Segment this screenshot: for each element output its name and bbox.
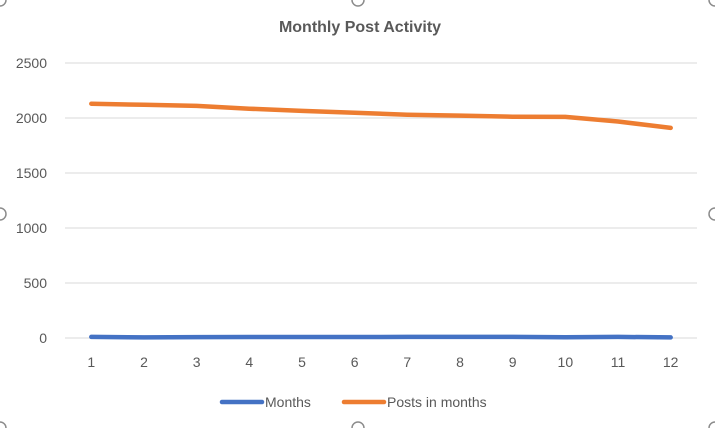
x-tick-label: 1 [87,354,95,370]
y-tick-label: 1500 [16,165,47,181]
resize-handle[interactable] [0,207,7,221]
resize-handle[interactable] [0,421,7,433]
x-tick-label: 12 [663,354,679,370]
series-line-0[interactable] [89,334,673,340]
y-tick-label: 2000 [16,110,47,126]
x-tick-label: 4 [245,354,253,370]
x-tick-label: 5 [298,354,306,370]
y-tick-label: 1000 [16,220,47,236]
x-tick-label: 10 [558,354,574,370]
resize-handle[interactable] [708,207,715,221]
resize-handle[interactable] [708,421,715,433]
x-axis-ticks: 1 2 3 4 5 6 7 8 9 10 11 12 [87,354,678,370]
legend-label: Months [265,394,311,410]
x-tick-label: 3 [193,354,201,370]
y-tick-label: 500 [24,275,48,291]
resize-handle[interactable] [351,421,365,433]
x-tick-label: 11 [611,354,626,370]
resize-handle[interactable] [0,0,7,7]
series-lines [89,101,673,340]
legend: Months Posts in months [219,394,487,410]
resize-handle[interactable] [708,0,715,7]
x-tick-label: 2 [140,354,148,370]
x-tick-label: 7 [403,354,411,370]
chart-title: Monthly Post Activity [279,19,441,36]
series-line-1[interactable] [89,101,673,131]
y-axis-ticks: 0 500 1000 1500 2000 2500 [16,55,47,346]
x-tick-label: 8 [456,354,464,370]
y-tick-label: 0 [39,330,47,346]
legend-label: Posts in months [387,394,487,410]
resize-handle[interactable] [351,0,365,7]
y-tick-label: 2500 [16,55,47,71]
x-tick-label: 6 [351,354,359,370]
x-tick-label: 9 [509,354,517,370]
